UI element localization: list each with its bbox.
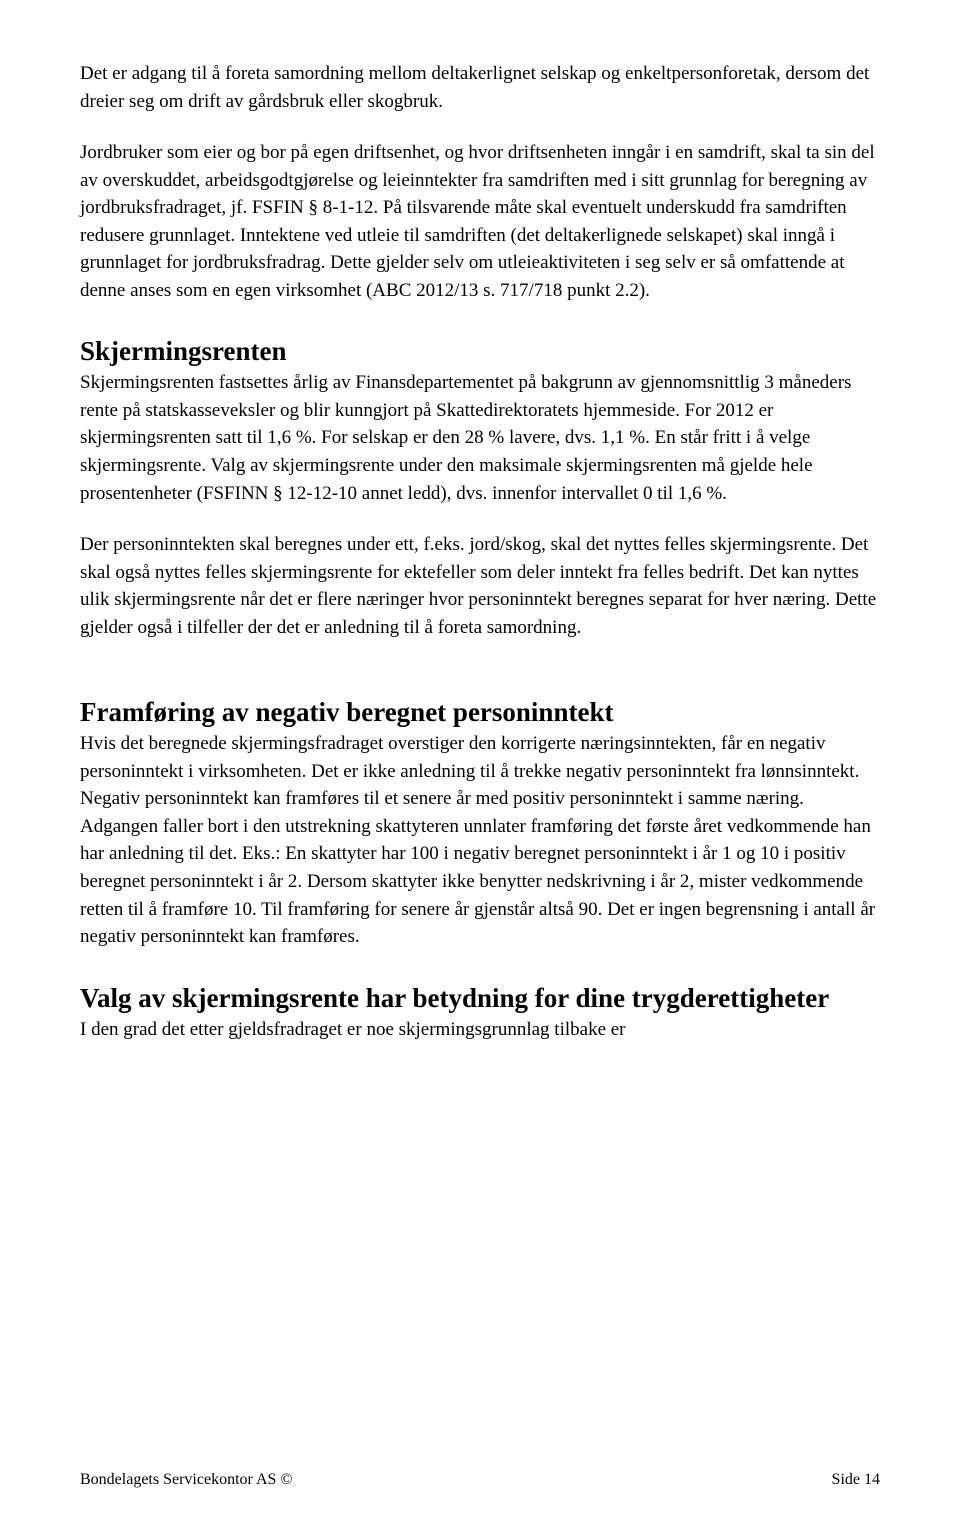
section-heading-skjermingsrenten: Skjermingsrenten	[80, 336, 880, 367]
page-footer: Bondelagets Servicekontor AS © Side 14	[80, 1471, 880, 1489]
paragraph: Skjermingsrenten fastsettes årlig av Fin…	[80, 369, 880, 507]
section-heading-valg-skjermingsrente: Valg av skjermingsrente har betydning fo…	[80, 983, 880, 1014]
paragraph: Hvis det beregnede skjermingsfradraget o…	[80, 730, 880, 950]
paragraph: I den grad det etter gjeldsfradraget er …	[80, 1016, 880, 1044]
paragraph: Der personinntekten skal beregnes under …	[80, 531, 880, 641]
paragraph: Det er adgang til å foreta samordning me…	[80, 60, 880, 115]
footer-page-number: Side 14	[832, 1471, 880, 1489]
footer-copyright: Bondelagets Servicekontor AS ©	[80, 1471, 293, 1489]
section-heading-framforing: Framføring av negativ beregnet personinn…	[80, 697, 880, 728]
paragraph: Jordbruker som eier og bor på egen drift…	[80, 139, 880, 304]
document-page: Det er adgang til å foreta samordning me…	[0, 0, 960, 1517]
